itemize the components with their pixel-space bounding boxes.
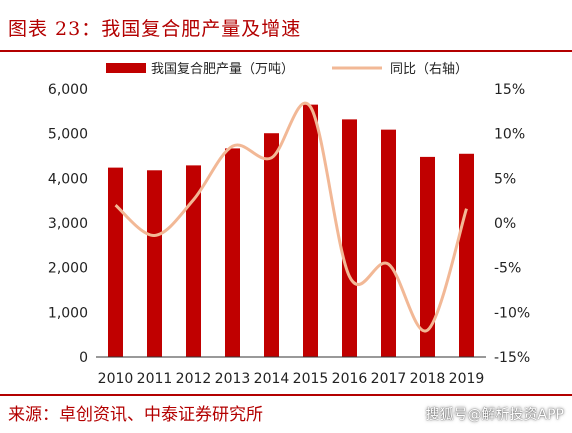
bar-2011 xyxy=(147,170,162,357)
growth-line xyxy=(114,101,468,333)
left-axis: 0 1,000 2,000 3,000 4,000 5,000 6,000 xyxy=(48,82,88,366)
left-tick-label: 3,000 xyxy=(48,216,88,232)
left-tick-label: 1,000 xyxy=(48,305,88,321)
bar-2015 xyxy=(303,104,318,357)
x-tick-label: 2011 xyxy=(137,371,173,387)
left-tick-label: 2,000 xyxy=(48,261,88,277)
right-tick-label: -5% xyxy=(494,261,521,277)
bar-2019 xyxy=(459,153,474,357)
line-series xyxy=(114,101,468,333)
right-tick-label: 5% xyxy=(494,171,516,187)
right-tick-label: 15% xyxy=(494,82,525,98)
left-tick-label: 0 xyxy=(79,350,88,366)
x-tick-label: 2013 xyxy=(215,371,251,387)
chart-title: 图表 23：我国复合肥产量及增速 xyxy=(8,18,302,40)
bar-2013 xyxy=(225,148,240,357)
legend-swatch-bar xyxy=(106,63,146,73)
source-note: 来源：卓创资讯、中泰证券研究所 xyxy=(8,405,263,425)
x-tick-label: 2016 xyxy=(332,371,368,387)
left-tick-label: 6,000 xyxy=(48,82,88,98)
x-tick-label: 2019 xyxy=(449,371,485,387)
bar-2010 xyxy=(108,167,123,357)
legend: 我国复合肥产量（万吨） 同比（右轴） xyxy=(106,62,468,77)
x-tick-label: 2010 xyxy=(98,371,134,387)
right-tick-label: 0% xyxy=(494,216,516,232)
x-tick-label: 2015 xyxy=(293,371,329,387)
left-tick-label: 5,000 xyxy=(48,127,88,143)
title-divider xyxy=(0,50,572,52)
legend-label-growth: 同比（右轴） xyxy=(390,62,468,77)
right-tick-label: 10% xyxy=(494,127,525,143)
footer-divider xyxy=(0,394,572,396)
bar-2014 xyxy=(264,133,279,357)
x-tick-label: 2014 xyxy=(254,371,290,387)
bar-2016 xyxy=(342,119,357,357)
legend-label-production: 我国复合肥产量（万吨） xyxy=(151,62,294,77)
bar-2018 xyxy=(420,156,435,357)
right-tick-label: -15% xyxy=(494,350,530,366)
x-tick-label: 2012 xyxy=(176,371,212,387)
right-tick-label: -10% xyxy=(494,305,530,321)
bar-2012 xyxy=(186,165,201,357)
watermark-text: 搜狐号@解析投资APP xyxy=(425,407,564,423)
x-axis: 2010 2011 2012 2013 2014 2015 2016 2017 2018 2019 xyxy=(98,371,485,387)
bar-series xyxy=(108,104,474,357)
x-tick-label: 2018 xyxy=(410,371,446,387)
left-tick-label: 4,000 xyxy=(48,171,88,187)
x-tick-label: 2017 xyxy=(371,371,407,387)
right-axis: -15% -10% -5% 0% 5% 10% 15% xyxy=(494,82,530,366)
bar-2017 xyxy=(381,129,396,357)
